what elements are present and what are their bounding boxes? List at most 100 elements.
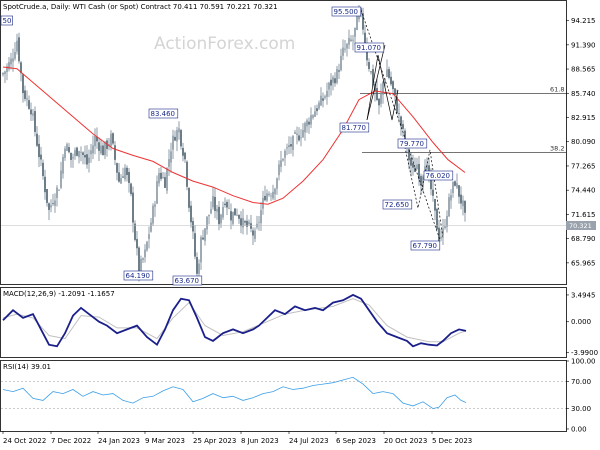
candle-body (26, 98, 28, 100)
candle-body (210, 209, 212, 214)
candle-body (364, 32, 366, 45)
candle-body (462, 200, 464, 207)
candle-body (412, 163, 414, 168)
price-tick-label: 80.090 (571, 138, 596, 146)
candle-body (300, 137, 302, 139)
candle-body (420, 176, 422, 186)
candle-body (84, 154, 86, 158)
price-tick-label: 91.390 (571, 41, 596, 49)
macd-panel-frame (0, 287, 567, 358)
candle-body (172, 135, 174, 150)
candle-body (90, 150, 92, 155)
candle-body (378, 98, 380, 106)
candle-body (248, 221, 250, 225)
candle-body (328, 82, 330, 90)
candle-body (340, 55, 342, 71)
candle-body (438, 227, 440, 242)
candle-body (454, 181, 456, 186)
candle-body (310, 115, 312, 125)
candle-body (70, 152, 72, 160)
x-tick-label: 9 Mar 2023 (145, 437, 185, 445)
macd-panel-title: MACD(12,26,9) -1.2091 -1.1657 (3, 290, 115, 298)
candle-body (34, 111, 36, 132)
candle-body (142, 258, 144, 260)
trendline-channel-b (366, 44, 386, 121)
candle-body (370, 71, 372, 73)
candles (2, 5, 466, 283)
candle-body (348, 38, 350, 45)
candle-body (132, 192, 134, 223)
candle-body (342, 47, 344, 56)
candle-body (144, 249, 146, 258)
macd-grid: 3.4945 0.000 -3.9900 (566, 291, 598, 357)
candle-body (60, 170, 62, 188)
candle-body (22, 74, 24, 94)
candle-body (152, 205, 154, 224)
candle-body (260, 210, 262, 224)
price-label-text: 91.070 (357, 44, 382, 52)
rsi-panel-frame (0, 360, 567, 432)
candle-body (366, 44, 368, 61)
x-tick-label: 25 Apr 2023 (193, 437, 236, 445)
candle-body (170, 151, 172, 163)
candle-body (42, 162, 44, 177)
candle-body (372, 69, 374, 86)
candle-body (456, 183, 458, 188)
candle-body (440, 236, 442, 239)
candle-body (168, 159, 170, 167)
price-label-text: 95.500 (334, 8, 359, 16)
price-label-box (0, 15, 13, 26)
candle-body (120, 178, 122, 184)
candle-body (124, 167, 126, 180)
candle-body (76, 147, 78, 156)
candle-body (410, 158, 412, 166)
candle-body (114, 145, 116, 160)
candle-body (148, 234, 150, 239)
candle-body (86, 154, 88, 165)
candle-body (306, 120, 308, 127)
candle-body (222, 207, 224, 218)
price-label-box (331, 6, 362, 17)
candle-body (448, 197, 450, 217)
price-tick-label: 88.565 (571, 66, 596, 74)
candle-body (28, 100, 30, 109)
rsi-panel-title: RSI(14) 39.01 (3, 363, 51, 371)
candle-body (444, 226, 446, 228)
candle-body (200, 237, 202, 263)
fib-label: 38.2 (550, 144, 564, 152)
candle-body (458, 185, 460, 197)
candle-body (228, 207, 230, 209)
candle-body (230, 211, 232, 221)
candle-body (154, 204, 156, 207)
x-tick-label: 24 Jul 2023 (289, 437, 329, 445)
x-tick-label: 20 Oct 2023 (384, 437, 427, 445)
candle-body (14, 51, 16, 59)
candle-body (136, 239, 138, 249)
candle-body (418, 163, 420, 180)
candle-body (10, 58, 12, 65)
candle-body (302, 130, 304, 138)
candle-body (6, 66, 8, 73)
x-tick-label: 5 Dec 2023 (432, 437, 472, 445)
candle-body (162, 177, 164, 178)
candle-body (204, 228, 206, 241)
candle-body (188, 188, 190, 208)
candle-body (122, 176, 124, 178)
candle-body (434, 199, 436, 211)
candle-body (332, 77, 334, 83)
candle-body (38, 143, 40, 158)
candle-body (298, 135, 300, 141)
candle-body (140, 259, 142, 274)
candle-body (44, 176, 46, 193)
candle-body (216, 208, 218, 212)
price-label-text: 64.190 (126, 272, 151, 280)
candle-body (240, 218, 242, 227)
candle-body (64, 148, 66, 158)
rsi-tick-label: 100.00 (571, 358, 596, 366)
candle-body (166, 168, 168, 191)
price-label-text: 63.670 (175, 277, 200, 285)
candle-body (176, 129, 178, 142)
candle-body (312, 115, 314, 118)
candle-body (382, 82, 384, 95)
candle-body (98, 142, 100, 151)
